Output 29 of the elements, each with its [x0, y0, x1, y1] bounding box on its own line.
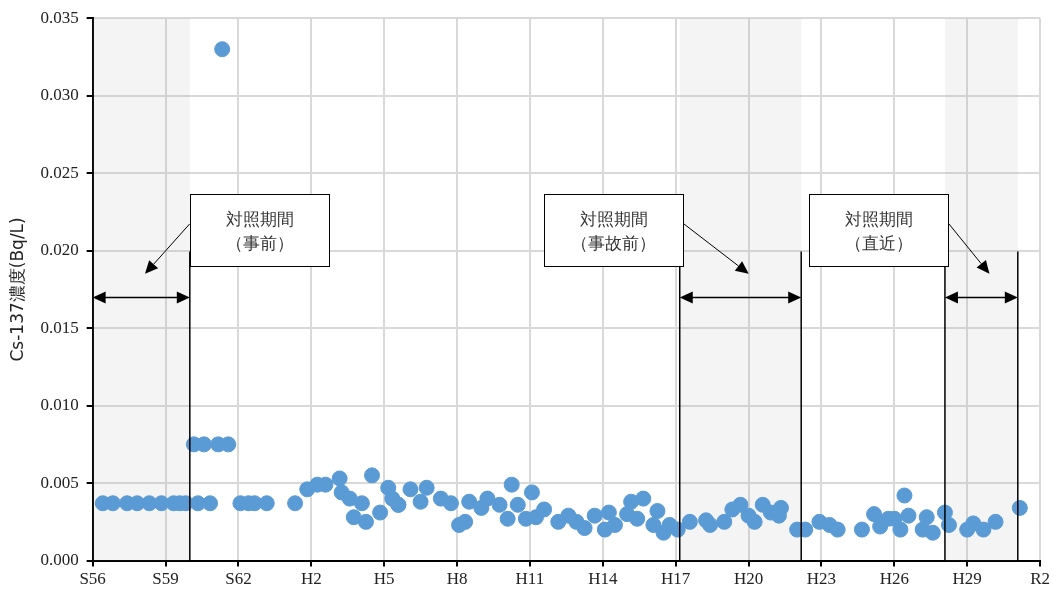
x-tick-label: H20: [733, 569, 764, 589]
y-tick-label: 0.000: [40, 550, 79, 570]
y-tick-label: 0.005: [40, 472, 79, 492]
callout-box: 対照期間（直近）: [808, 194, 949, 268]
x-tick-label: H17: [661, 569, 691, 589]
x-tick-label: H5: [373, 569, 395, 589]
x-tick-label: H29: [952, 569, 982, 589]
x-tick-label: S56: [79, 569, 106, 589]
x-tick-label: S59: [152, 569, 179, 589]
band-label: 対照期間（事前）: [225, 207, 294, 255]
y-tick-label: 0.025: [40, 162, 79, 182]
x-tick-label: S62: [225, 569, 252, 589]
y-tick-label: 0.020: [40, 240, 79, 260]
x-tick-label: H11: [515, 569, 545, 589]
band-label: 対照期間（事故前）: [571, 207, 657, 255]
callout-box: 対照期間（事故前）: [543, 194, 684, 268]
callout-box: 対照期間（事前）: [189, 194, 330, 268]
y-axis-title: Cs-137濃度(Bq/L): [6, 217, 27, 362]
y-tick-label: 0.030: [40, 85, 79, 105]
y-tick-label: 0.035: [40, 7, 79, 27]
x-tick-label: H2: [300, 569, 322, 589]
y-tick-label: 0.010: [40, 395, 79, 415]
band-label: 対照期間（直近）: [844, 207, 913, 255]
x-tick-label: H26: [879, 569, 909, 589]
y-tick-label: 0.015: [40, 317, 79, 337]
x-tick-label: H14: [588, 569, 618, 589]
x-tick-label: R2: [1030, 569, 1050, 589]
x-tick-label: H23: [806, 569, 837, 589]
x-tick-label: H8: [446, 569, 468, 589]
